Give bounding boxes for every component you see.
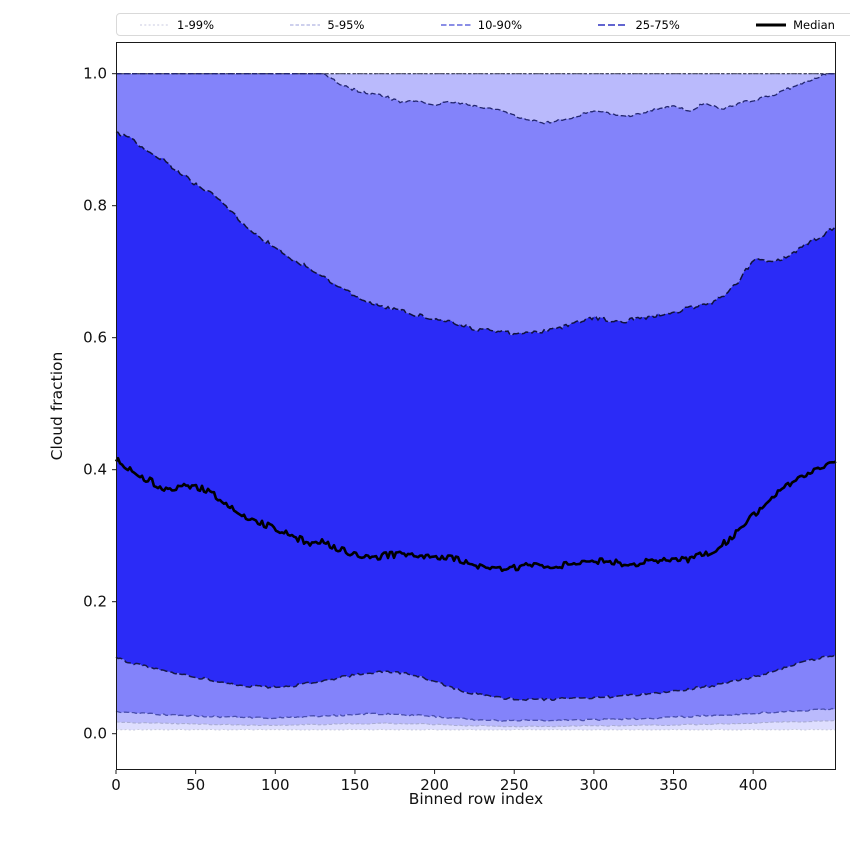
band-fill-25-75% xyxy=(116,131,836,701)
x-tick-label: 250 xyxy=(500,776,529,794)
y-tick-label: 0.2 xyxy=(83,593,107,611)
band-boundary-lines xyxy=(115,73,837,731)
legend-line-sample xyxy=(290,23,321,26)
legend-line-sample xyxy=(140,23,170,26)
median-curve xyxy=(114,456,837,573)
legend-label: 10-90% xyxy=(477,17,523,32)
legend-line-sample xyxy=(598,23,629,26)
legend-item-25-75%: 25-75% xyxy=(597,17,680,32)
legend-label: 25-75% xyxy=(635,17,680,32)
legend-label: Median xyxy=(793,17,835,32)
x-tick-label: 400 xyxy=(739,776,768,794)
x-tick-label: 350 xyxy=(659,776,688,794)
percentile-line-low-1-99% xyxy=(115,728,836,731)
x-axis-label: Binned row index xyxy=(409,790,543,808)
percentile-line-low-25-75% xyxy=(115,654,837,702)
legend-item-10-90%: 10-90% xyxy=(440,18,522,32)
x-tick-label: 200 xyxy=(420,776,449,794)
percentile-line-low-10-90% xyxy=(115,707,836,722)
y-axis-label: Cloud fraction xyxy=(48,352,66,461)
y-tick-label: 0.4 xyxy=(83,461,107,479)
x-tick-label: 150 xyxy=(341,776,370,794)
plot-spines xyxy=(116,42,836,770)
percentile-line-low-5-95% xyxy=(115,719,836,728)
percentile-line-high-10-90% xyxy=(116,73,836,125)
legend-item-1-99%: 1-99% xyxy=(139,18,214,32)
y-tick-label: 0.6 xyxy=(83,329,107,347)
legend-label: 1-99% xyxy=(177,17,215,32)
legend-line-sample xyxy=(440,23,471,26)
x-tick-label: 50 xyxy=(186,776,205,794)
legend-line-sample xyxy=(756,23,787,26)
legend-item-5-95%: 5-95% xyxy=(289,18,364,32)
band-fills xyxy=(116,73,836,731)
x-tick-label: 300 xyxy=(580,776,609,794)
legend-item-Median: Median xyxy=(755,18,835,32)
percentile-line-high-25-75% xyxy=(115,131,837,337)
axes: 0 50 100 150 200 250 300 350 400 0.0 0.2 0.4 0.6 0.8 1… xyxy=(83,42,836,794)
x-tick-label: 0 xyxy=(111,776,121,794)
legend-label: 5-95% xyxy=(327,17,365,32)
y-tick-label: 0.8 xyxy=(83,197,107,215)
legend: 1-99% 5-95% 10-90% 25-75% Median xyxy=(116,13,850,36)
median-line xyxy=(114,456,837,573)
y-tick-label: 0.0 xyxy=(83,725,107,743)
y-tick-label: 1.0 xyxy=(83,65,107,83)
x-tick-label: 100 xyxy=(261,776,290,794)
